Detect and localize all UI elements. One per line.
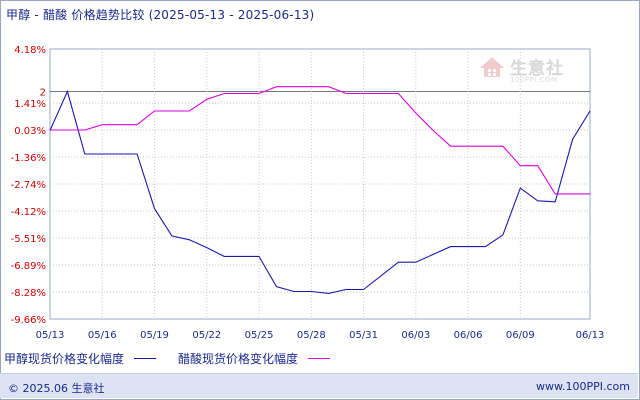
chart-title: 甲醇 - 醋酸 价格趋势比较 (2025-05-13 - 2025-06-13) [6,6,314,23]
legend-label-acetic-acid: 醋酸现货价格变化幅度 [178,352,299,366]
chart-date-range: (2025-05-13 - 2025-06-13) [148,8,315,22]
y-tick-label: -6.89% [11,261,46,272]
y-tick-label: -5.51% [11,234,46,245]
x-tick-label: 05/16 [88,330,117,341]
x-tick-label: 06/09 [506,330,535,341]
x-tick-label: 05/28 [297,330,326,341]
y-tick-label: -9.66% [11,315,46,326]
x-tick-label: 06/13 [576,330,605,341]
legend: 甲醇现货价格变化幅度 醋酸现货价格变化幅度 [4,350,352,367]
y-tick-label: -2.74% [11,180,46,191]
x-tick-label: 05/25 [245,330,274,341]
legend-item-methanol: 甲醇现货价格变化幅度 [4,350,157,367]
series-line-methanol [49,89,591,294]
x-tick-label: 05/22 [192,330,221,341]
legend-label-methanol: 甲醇现货价格变化幅度 [4,352,125,366]
y-tick-label: 2 [40,88,46,99]
y-tick-label: 4.18% [14,45,46,56]
footer-bar: © 2025.06 生意社 www.100PPI.com [0,373,638,398]
series-line-acetic-acid [50,86,590,195]
y-tick-label: -4.12% [11,207,46,218]
y-tick-label: -8.28% [11,288,46,299]
footer-copyright: © 2025.06 生意社 [8,382,105,395]
legend-swatch-acetic-acid [308,358,331,359]
y-tick-label: 1.41% [14,99,46,110]
y-tick-label: 0.03% [14,126,46,137]
x-tick-label: 05/13 [36,330,65,341]
watermark-house-icon [480,56,504,77]
chart-title-text: 甲醇 - 醋酸 价格趋势比较 [6,8,145,22]
watermark-url: 100PPI.COM [510,76,558,84]
x-tick-label: 05/31 [349,330,378,341]
x-tick-label: 06/06 [454,330,483,341]
watermark: 生意社 100PPI.COM [478,54,564,84]
x-tick-label: 06/03 [401,330,430,341]
x-tick-label: 05/19 [140,330,169,341]
legend-item-acetic-acid: 醋酸现货价格变化幅度 [178,350,331,367]
legend-swatch-methanol [134,358,157,359]
y-tick-label: -1.36% [11,153,46,164]
watermark-text: 生意社 [510,59,564,79]
footer-site-link[interactable]: www.100PPI.com [536,380,630,393]
